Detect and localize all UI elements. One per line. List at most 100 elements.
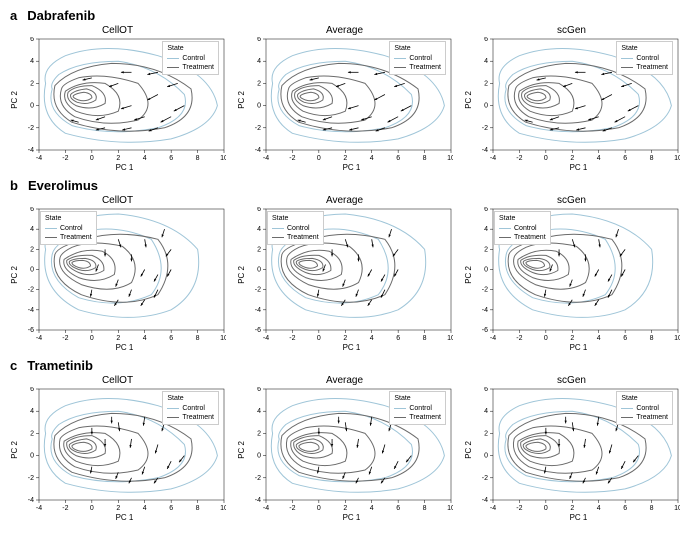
- panel-title: Average: [237, 375, 452, 386]
- panel-title: CellOT: [10, 195, 225, 206]
- legend-swatch: [621, 67, 633, 69]
- svg-text:6: 6: [257, 387, 261, 393]
- panels: CellOTPC 2-4-20246810-4-20246PC 1StateCo…: [10, 25, 685, 172]
- svg-text:6: 6: [396, 505, 400, 512]
- legend-row: Treatment: [499, 233, 546, 242]
- svg-text:4: 4: [30, 226, 34, 233]
- legend-label: Control: [636, 54, 659, 63]
- svg-text:6: 6: [396, 335, 400, 342]
- svg-text:-4: -4: [490, 335, 496, 342]
- svg-text:-2: -2: [62, 505, 68, 512]
- legend-row: Treatment: [167, 413, 214, 422]
- svg-text:-2: -2: [289, 505, 295, 512]
- row-b: bEverolimusCellOTPC 2-4-20246810-6-4-202…: [10, 178, 685, 352]
- legend-title: State: [272, 214, 319, 223]
- panel: scGenPC 2-4-20246810-4-20246PC 1StateCon…: [464, 25, 679, 172]
- svg-text:-4: -4: [255, 147, 261, 154]
- svg-text:10: 10: [220, 155, 226, 162]
- svg-text:6: 6: [623, 155, 627, 162]
- svg-text:0: 0: [90, 155, 94, 162]
- panel: CellOTPC 2-4-20246810-4-20246PC 1StateCo…: [10, 25, 225, 172]
- svg-text:-4: -4: [263, 335, 269, 342]
- legend-label: Treatment: [182, 63, 214, 72]
- svg-text:6: 6: [30, 37, 34, 43]
- legend-label: Control: [60, 224, 83, 233]
- legend-row: Treatment: [45, 233, 92, 242]
- legend-title: State: [394, 394, 441, 403]
- legend-title: State: [621, 394, 668, 403]
- svg-text:6: 6: [484, 207, 488, 213]
- svg-text:-4: -4: [255, 307, 261, 314]
- row-title: Everolimus: [28, 178, 98, 193]
- legend-label: Treatment: [287, 233, 319, 242]
- svg-text:10: 10: [447, 505, 453, 512]
- legend-row: Control: [621, 54, 668, 63]
- svg-text:-2: -2: [62, 155, 68, 162]
- legend-row: Treatment: [394, 63, 441, 72]
- svg-text:10: 10: [674, 505, 680, 512]
- y-axis-label: PC 2: [464, 91, 473, 109]
- panel: scGenPC 2-4-20246810-6-4-20246PC 1StateC…: [464, 195, 679, 352]
- panel-title: scGen: [464, 25, 679, 36]
- legend-row: Control: [621, 404, 668, 413]
- legend-row: Control: [272, 224, 319, 233]
- legend-title: State: [394, 44, 441, 53]
- svg-text:4: 4: [597, 335, 601, 342]
- legend-swatch: [272, 237, 284, 239]
- svg-text:0: 0: [30, 103, 34, 110]
- svg-text:-4: -4: [482, 147, 488, 154]
- svg-text:-2: -2: [482, 475, 488, 482]
- panel: AveragePC 2-4-20246810-4-20246PC 1StateC…: [237, 25, 452, 172]
- svg-text:0: 0: [544, 155, 548, 162]
- svg-text:-4: -4: [482, 497, 488, 504]
- legend-label: Treatment: [636, 63, 668, 72]
- svg-text:-2: -2: [516, 335, 522, 342]
- svg-text:0: 0: [484, 103, 488, 110]
- legend-row: Treatment: [394, 413, 441, 422]
- svg-text:-4: -4: [263, 505, 269, 512]
- panel-title: Average: [237, 25, 452, 36]
- svg-text:6: 6: [30, 207, 34, 213]
- legend-label: Treatment: [182, 413, 214, 422]
- panel: CellOTPC 2-4-20246810-4-20246PC 1StateCo…: [10, 375, 225, 522]
- svg-text:2: 2: [343, 505, 347, 512]
- svg-text:-2: -2: [255, 475, 261, 482]
- legend-swatch: [499, 228, 511, 230]
- svg-text:2: 2: [30, 246, 34, 253]
- svg-text:4: 4: [30, 58, 34, 65]
- legend-row: Treatment: [621, 63, 668, 72]
- svg-text:2: 2: [570, 155, 574, 162]
- row-label: a: [10, 8, 17, 23]
- svg-text:4: 4: [143, 155, 147, 162]
- legend-row: Control: [167, 404, 214, 413]
- legend-row: Control: [167, 54, 214, 63]
- legend-label: Control: [409, 54, 432, 63]
- x-axis-label: PC 1: [478, 163, 679, 172]
- svg-text:8: 8: [196, 335, 200, 342]
- row-header: cTrametinib: [10, 358, 685, 373]
- svg-text:2: 2: [116, 505, 120, 512]
- svg-text:6: 6: [169, 505, 173, 512]
- y-axis-label: PC 2: [10, 441, 19, 459]
- svg-text:4: 4: [484, 226, 488, 233]
- legend-swatch: [621, 58, 633, 60]
- panel-title: CellOT: [10, 375, 225, 386]
- svg-text:0: 0: [317, 505, 321, 512]
- legend-row: Control: [45, 224, 92, 233]
- svg-text:-4: -4: [482, 307, 488, 314]
- legend-swatch: [621, 408, 633, 410]
- panel: AveragePC 2-4-20246810-6-4-20246PC 1Stat…: [237, 195, 452, 352]
- legend: StateControlTreatment: [616, 391, 673, 425]
- panel: CellOTPC 2-4-20246810-6-4-20246PC 1State…: [10, 195, 225, 352]
- legend-title: State: [499, 214, 546, 223]
- legend: StateControlTreatment: [40, 211, 97, 245]
- svg-text:2: 2: [570, 505, 574, 512]
- svg-text:-4: -4: [36, 155, 42, 162]
- row-header: aDabrafenib: [10, 8, 685, 23]
- svg-text:0: 0: [544, 335, 548, 342]
- legend-swatch: [499, 237, 511, 239]
- svg-text:-2: -2: [516, 505, 522, 512]
- legend-label: Control: [182, 404, 205, 413]
- x-axis-label: PC 1: [251, 343, 452, 352]
- svg-text:8: 8: [650, 335, 654, 342]
